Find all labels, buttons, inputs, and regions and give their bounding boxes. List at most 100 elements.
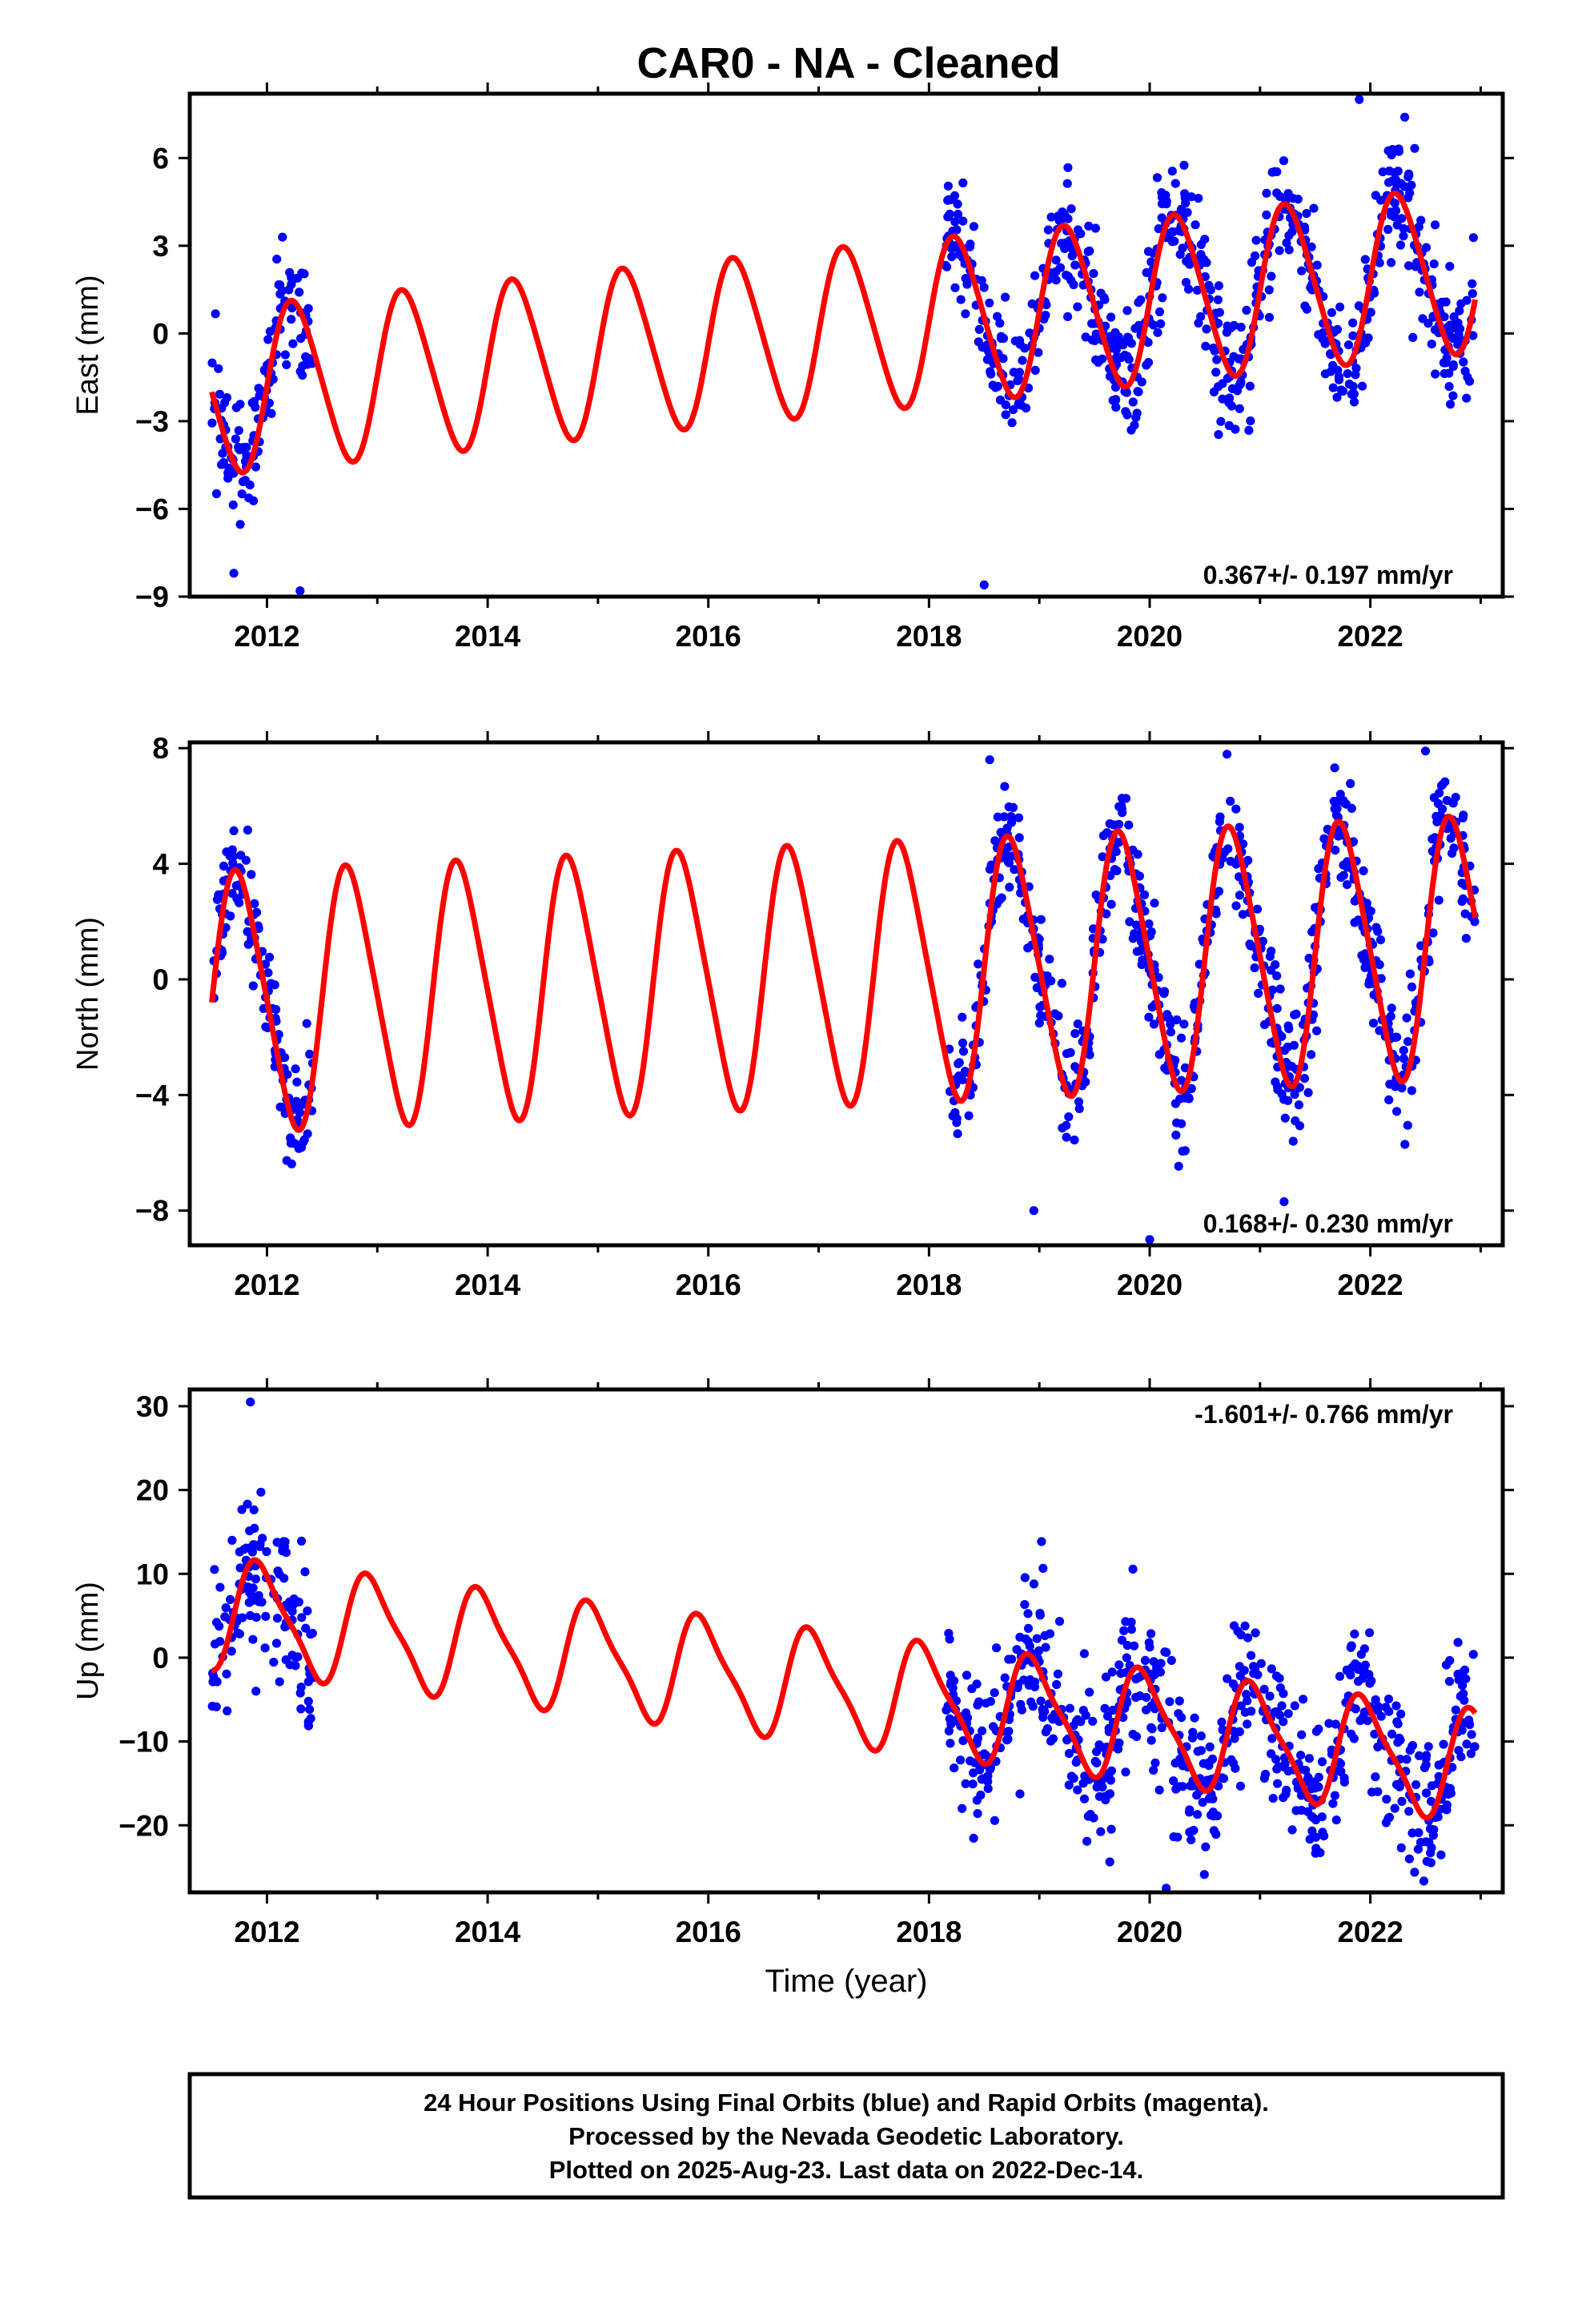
data-point — [270, 980, 279, 990]
data-point — [1468, 1650, 1478, 1659]
data-point — [1455, 306, 1464, 316]
y-axis-label: North (mm) — [71, 917, 105, 1071]
data-point — [1441, 297, 1451, 307]
data-point — [1304, 1775, 1315, 1785]
data-point — [953, 199, 962, 209]
data-point — [1373, 1702, 1383, 1711]
data-point — [260, 1643, 270, 1653]
data-point — [235, 520, 245, 529]
data-point — [1288, 1136, 1298, 1146]
data-point — [1122, 306, 1132, 316]
data-point — [1335, 1671, 1345, 1681]
data-point — [948, 1111, 958, 1121]
data-point — [1015, 340, 1025, 349]
data-point — [962, 279, 972, 289]
data-point — [1343, 1666, 1352, 1675]
data-point — [1375, 258, 1384, 267]
y-tick-label: 3 — [152, 230, 169, 263]
data-point — [1427, 1843, 1436, 1852]
data-point — [1146, 1723, 1156, 1732]
data-point — [1169, 1776, 1178, 1786]
data-point — [251, 1574, 260, 1584]
data-point — [1130, 1641, 1139, 1651]
data-point — [1160, 1063, 1170, 1073]
footer-line-3: Plotted on 2025-Aug-23. Last data on 202… — [549, 2156, 1144, 2184]
data-point — [946, 1739, 955, 1748]
data-point — [227, 468, 237, 477]
data-point — [1142, 267, 1151, 277]
data-point — [1243, 1633, 1253, 1642]
data-point — [1199, 255, 1209, 264]
data-point — [972, 1795, 982, 1805]
data-point — [1371, 1695, 1380, 1705]
data-point — [1162, 1884, 1171, 1892]
data-point — [1421, 1837, 1431, 1847]
data-point — [1042, 1724, 1052, 1734]
data-point — [1079, 1649, 1089, 1659]
data-point — [267, 408, 276, 418]
data-point — [1391, 206, 1401, 215]
data-point — [1087, 335, 1097, 345]
data-point — [1025, 328, 1034, 338]
data-point — [1415, 1751, 1424, 1760]
data-point — [969, 222, 978, 231]
data-point — [1347, 1729, 1356, 1739]
data-point — [1009, 802, 1018, 813]
data-point — [1376, 1711, 1386, 1721]
data-point — [1353, 915, 1363, 925]
x-tick-label: 2020 — [1117, 1269, 1182, 1301]
data-point — [1014, 398, 1024, 408]
data-point — [1110, 865, 1119, 875]
data-point — [1415, 287, 1424, 297]
data-point — [1375, 935, 1386, 945]
data-point — [1387, 1003, 1396, 1013]
data-point — [251, 1687, 261, 1696]
data-point — [227, 1647, 236, 1656]
data-point — [1023, 1609, 1033, 1618]
data-point — [1250, 963, 1259, 973]
data-point — [1270, 167, 1279, 176]
data-point — [944, 195, 954, 204]
data-point — [1236, 377, 1246, 387]
data-point — [1174, 1161, 1183, 1171]
observations — [209, 746, 1480, 1244]
data-point — [228, 851, 239, 861]
data-point — [1150, 1758, 1160, 1767]
data-point — [1110, 335, 1120, 345]
data-point — [1458, 1667, 1468, 1677]
data-point — [944, 1629, 954, 1638]
data-point — [1385, 1080, 1395, 1089]
data-point — [1442, 353, 1452, 363]
data-point — [1440, 777, 1450, 786]
data-point — [1084, 221, 1094, 231]
data-point — [250, 899, 259, 908]
data-point — [296, 1704, 306, 1714]
data-point — [944, 1726, 954, 1736]
data-point — [1124, 820, 1134, 830]
data-point — [1108, 396, 1118, 405]
data-point — [1399, 1054, 1408, 1063]
data-point — [995, 319, 1005, 328]
data-point — [1174, 1782, 1184, 1791]
data-point — [992, 1643, 1002, 1653]
data-point — [287, 1159, 296, 1168]
plot-frame — [187, 91, 1505, 599]
data-point — [1089, 269, 1098, 279]
data-point — [1096, 1827, 1106, 1836]
data-point — [1348, 318, 1358, 328]
data-point — [272, 1538, 282, 1547]
data-point — [254, 384, 263, 393]
data-point — [1208, 344, 1219, 353]
data-point — [1383, 224, 1393, 235]
data-point — [1058, 1123, 1067, 1133]
data-point — [1375, 960, 1384, 970]
data-point — [1104, 1790, 1114, 1799]
data-point — [219, 861, 229, 871]
data-point — [1114, 802, 1124, 811]
data-point — [1235, 891, 1244, 900]
data-point — [1320, 369, 1330, 379]
data-point — [1297, 1805, 1307, 1815]
data-point — [990, 383, 1001, 392]
data-point — [1275, 246, 1284, 255]
data-point — [281, 1547, 291, 1558]
